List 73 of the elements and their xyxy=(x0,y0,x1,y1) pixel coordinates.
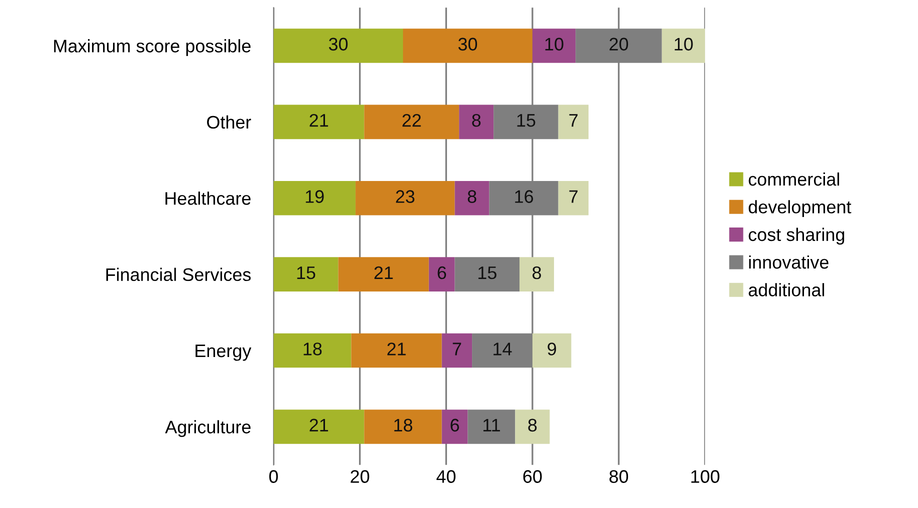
bar xyxy=(442,333,472,368)
data-label: 6 xyxy=(438,266,446,280)
bar xyxy=(274,257,338,292)
bar xyxy=(403,28,532,63)
y-tick-label: Other xyxy=(207,115,252,129)
data-label: 21 xyxy=(310,114,328,127)
data-label: 21 xyxy=(310,418,328,432)
y-tick-label: Agriculture xyxy=(165,420,251,438)
bar xyxy=(558,180,589,216)
bar xyxy=(558,104,589,140)
data-label: 18 xyxy=(304,342,322,356)
bar xyxy=(662,28,706,63)
data-label: 15 xyxy=(517,114,536,127)
y-tick-label: Healthcare xyxy=(166,192,251,205)
bar xyxy=(364,410,442,444)
x-tick-label: 80 xyxy=(609,470,628,483)
bar xyxy=(274,28,403,63)
bar xyxy=(532,28,576,63)
data-label: 8 xyxy=(532,266,541,280)
data-label: 7 xyxy=(452,342,462,356)
data-label: 11 xyxy=(483,418,500,432)
bar xyxy=(428,257,455,292)
data-label: 7 xyxy=(569,114,578,127)
data-label: 8 xyxy=(472,114,481,127)
data-label: 15 xyxy=(297,266,316,280)
bar xyxy=(459,104,494,140)
legend-label: commercial xyxy=(748,172,840,186)
x-tick-label: 0 xyxy=(269,470,278,483)
y-tick-label: Financial Services xyxy=(106,268,251,282)
data-label: 30 xyxy=(458,38,478,51)
x-tick-label: 20 xyxy=(350,470,370,483)
bar xyxy=(356,180,455,216)
bar xyxy=(274,104,364,140)
bar xyxy=(515,410,550,444)
data-label: 19 xyxy=(306,190,324,203)
legend-label: additional xyxy=(748,283,824,296)
data-label: 6 xyxy=(450,418,460,432)
bar xyxy=(532,333,572,368)
bar xyxy=(351,333,442,368)
data-label: 7 xyxy=(569,190,578,203)
data-label: 30 xyxy=(328,38,348,51)
bar xyxy=(338,257,429,292)
data-label: 20 xyxy=(610,38,628,51)
bar xyxy=(454,180,490,216)
bar xyxy=(364,104,460,140)
legend-label: cost sharing xyxy=(748,228,844,245)
y-tick-label: Energy xyxy=(196,344,252,361)
bar xyxy=(442,410,468,444)
data-label: 10 xyxy=(545,38,564,51)
bar xyxy=(274,333,352,368)
x-tick-label: 60 xyxy=(523,470,542,483)
x-tick-label: 40 xyxy=(436,470,456,483)
x-tick-label: 100 xyxy=(691,470,720,483)
legend-label: development xyxy=(748,200,852,217)
data-label: 23 xyxy=(396,190,414,203)
data-label: 22 xyxy=(402,114,421,127)
data-label: 21 xyxy=(387,342,406,356)
data-label: 9 xyxy=(548,342,556,356)
bar xyxy=(274,180,356,216)
data-label: 18 xyxy=(394,418,412,432)
bar xyxy=(468,410,516,444)
y-tick-label: Maximum score possible xyxy=(54,39,251,56)
bar xyxy=(454,257,520,292)
data-label: 8 xyxy=(528,418,537,432)
legend-label: innovative xyxy=(749,255,828,269)
data-label: 10 xyxy=(674,38,693,51)
data-label: 15 xyxy=(478,266,496,280)
data-label: 14 xyxy=(494,342,512,356)
data-label: 21 xyxy=(374,266,393,279)
bar xyxy=(519,257,554,292)
data-label: 16 xyxy=(515,190,534,203)
data-label: 8 xyxy=(468,190,476,203)
bar xyxy=(274,410,364,444)
